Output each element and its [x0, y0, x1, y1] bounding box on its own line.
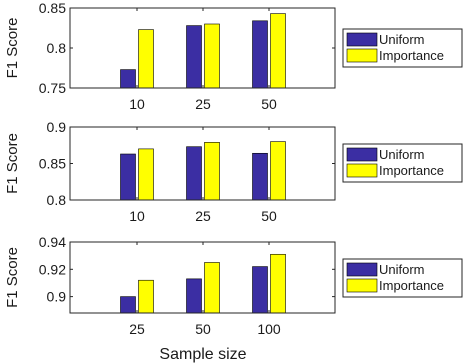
bar-uniform-100 [252, 266, 268, 314]
legend-swatch-uniform [346, 262, 378, 277]
bar-importance-50 [270, 13, 286, 89]
legend-label-importance: Importance [379, 163, 444, 178]
axes-box [69, 126, 336, 201]
bar-importance-100 [270, 253, 286, 314]
y-tick-label: 0.94 [39, 234, 66, 250]
legend-label-uniform: Uniform [379, 262, 425, 277]
y-tick-label: 0.9 [47, 119, 67, 135]
y-axis-label: F1 Score [4, 18, 21, 79]
y-axis-label: F1 Score [4, 247, 21, 308]
bar-importance-25 [204, 23, 220, 89]
chart-panel-1: 10 25 50 0.75 0.8 0.85 F1 Score UniformImportan… [4, 0, 463, 112]
chart-panel-3: 25 50 100 0.9 0.92 0.94 F1 Score UniformImporta… [4, 234, 463, 337]
axes-box [69, 241, 336, 314]
bar-uniform-25 [120, 296, 136, 314]
bar-uniform-50 [186, 278, 202, 314]
y-tick-label: 0.9 [47, 289, 67, 305]
x-tick-label: 10 [129, 96, 145, 112]
bar-importance-25 [138, 279, 154, 314]
bar-importance-10 [138, 148, 154, 201]
bar-uniform-25 [186, 146, 202, 201]
bar-uniform-50 [252, 20, 268, 89]
legend-swatch-importance [346, 278, 378, 293]
legend-swatch-importance [346, 48, 378, 63]
y-tick-label: 0.85 [39, 156, 66, 172]
y-tick-label: 0.92 [39, 261, 66, 277]
legend-swatch-uniform [346, 147, 378, 162]
bar-uniform-25 [186, 25, 202, 89]
y-tick-label: 0.75 [39, 80, 66, 96]
legend-swatch-importance [346, 163, 378, 178]
y-axis-label: F1 Score [4, 133, 21, 194]
bar-uniform-10 [120, 153, 136, 201]
x-tick-label: 50 [261, 96, 277, 112]
y-tick-label: 0.8 [47, 40, 67, 56]
x-axis-label: Sample size [159, 346, 246, 363]
legend-label-importance: Importance [379, 48, 444, 63]
chart-panel-2: 10 25 50 0.8 0.85 0.9 F1 Score UniformImportanc… [4, 119, 463, 224]
legend-label-importance: Importance [379, 278, 444, 293]
x-tick-label: 100 [257, 321, 281, 337]
bar-importance-10 [138, 29, 154, 89]
legend-label-uniform: Uniform [379, 147, 425, 162]
x-tick-label: 10 [129, 208, 145, 224]
bar-importance-50 [204, 262, 220, 314]
bar-importance-50 [270, 141, 286, 201]
axes-box [69, 7, 336, 89]
y-tick-label: 0.8 [47, 192, 67, 208]
legend-swatch-uniform [346, 32, 378, 47]
bar-uniform-50 [252, 152, 268, 201]
bar-uniform-10 [120, 69, 136, 89]
bar-importance-25 [204, 142, 220, 201]
legend-label-uniform: Uniform [379, 32, 425, 47]
x-tick-label: 50 [195, 321, 211, 337]
x-tick-label: 50 [261, 208, 277, 224]
x-tick-label: 25 [195, 208, 211, 224]
x-tick-label: 25 [195, 96, 211, 112]
x-tick-label: 25 [129, 321, 145, 337]
y-tick-label: 0.85 [39, 0, 66, 16]
